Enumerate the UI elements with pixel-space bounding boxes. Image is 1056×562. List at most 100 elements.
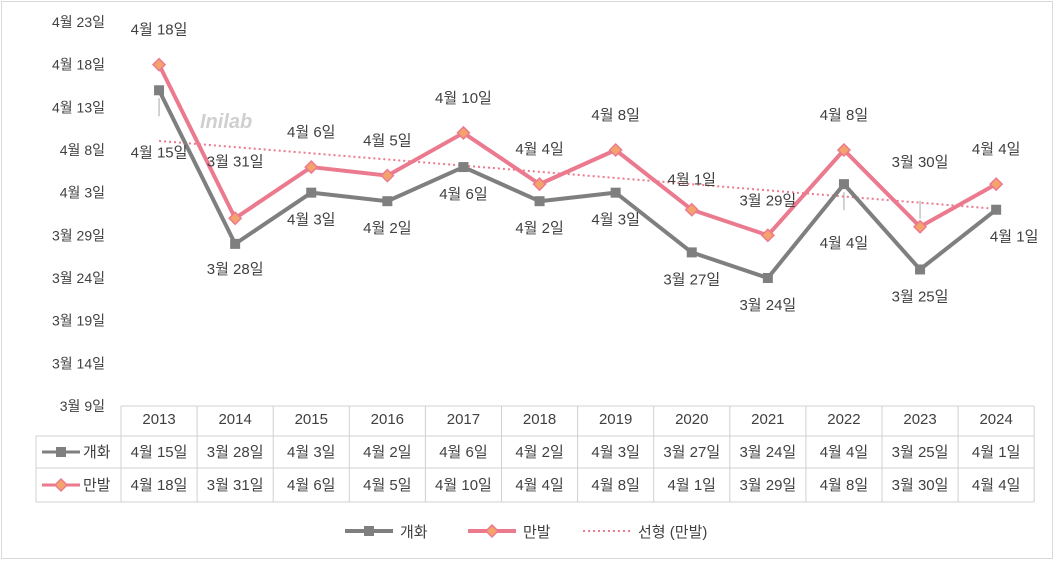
data-point-square	[458, 162, 469, 173]
data-point-diamond	[456, 125, 471, 140]
data-point-square	[915, 264, 926, 275]
data-label-만발: 4월 6일	[287, 124, 335, 141]
table-cell: 4월 2일	[363, 444, 411, 461]
data-label-개화: 3월 25일	[892, 288, 949, 305]
data-point-square	[230, 238, 241, 249]
data-label-만발: 3월 29일	[739, 192, 796, 209]
table-cell: 3월 24일	[739, 444, 796, 461]
table-cell: 3월 25일	[892, 444, 949, 461]
data-point-diamond	[304, 160, 319, 175]
x-category-label: 2013	[142, 411, 175, 428]
table-cell: 4월 2일	[515, 444, 563, 461]
x-category-label: 2019	[599, 411, 632, 428]
table-cell: 4월 15일	[131, 444, 188, 461]
x-category-label: 2017	[447, 411, 480, 428]
y-tick-label: 3월 29일	[52, 227, 105, 243]
table-cell: 4월 1일	[668, 477, 716, 494]
table-cell: 4월 6일	[287, 477, 335, 494]
data-point-diamond	[836, 142, 852, 158]
data-label-만발: 4월 5일	[363, 133, 411, 150]
table-cell: 4월 8일	[591, 477, 639, 494]
data-point-diamond	[380, 168, 395, 183]
data-label-개화: 3월 27일	[663, 271, 720, 288]
legend-key-marker	[364, 526, 374, 536]
data-point-square	[382, 196, 393, 207]
y-tick-label: 3월 9일	[60, 398, 105, 414]
data-label-만발: 4월 4일	[972, 141, 1020, 158]
table-cell: 4월 18일	[131, 477, 188, 494]
x-category-label: 2020	[675, 411, 708, 428]
x-category-label: 2016	[371, 411, 404, 428]
x-category-label: 2018	[523, 411, 556, 428]
table-cell: 3월 27일	[663, 444, 720, 461]
data-point-diamond	[532, 177, 547, 192]
data-point-square	[838, 179, 849, 190]
table-cell: 4월 10일	[435, 477, 492, 494]
table-cell: 4월 4일	[820, 444, 868, 461]
data-point-square	[154, 85, 165, 96]
data-point-diamond	[912, 219, 928, 234]
data-label-개화: 4월 6일	[439, 186, 487, 203]
table-cell: 3월 29일	[739, 477, 796, 494]
data-label-만발: 4월 1일	[668, 172, 716, 189]
x-category-label: 2015	[295, 411, 328, 428]
data-label-만발: 4월 4일	[515, 141, 563, 158]
series-line-개화	[157, 89, 998, 280]
data-point-diamond	[989, 177, 1004, 192]
table-cell: 4월 3일	[287, 444, 335, 461]
data-label-개화: 4월 3일	[591, 212, 639, 229]
table-legend-key-marker	[53, 477, 69, 493]
data-label-만발: 4월 10일	[435, 90, 492, 107]
y-tick-label: 4월 23일	[52, 14, 105, 30]
table-row-header: 만발	[83, 477, 111, 494]
y-tick-label: 3월 24일	[52, 270, 105, 286]
data-label-만발: 4월 8일	[591, 107, 639, 124]
data-point-square	[534, 196, 545, 207]
data-label-개화: 4월 4일	[820, 235, 868, 252]
data-point-diamond	[151, 57, 167, 72]
series-line-만발	[157, 63, 998, 238]
x-category-label: 2021	[751, 411, 784, 428]
table-cell: 4월 8일	[820, 477, 868, 494]
data-point-square	[306, 187, 317, 198]
legend-label: 개화	[400, 524, 428, 541]
data-label-개화: 3월 28일	[207, 261, 264, 278]
x-category-label: 2023	[903, 411, 936, 428]
legend-key-marker	[484, 523, 500, 539]
y-tick-label: 4월 13일	[52, 99, 105, 115]
table-cell: 3월 30일	[892, 477, 949, 494]
data-label-만발: 4월 18일	[131, 22, 188, 39]
data-label-개화: 4월 15일	[131, 144, 188, 161]
data-label-개화: 3월 24일	[739, 297, 796, 314]
data-label-개화: 4월 2일	[363, 220, 411, 237]
data-point-diamond	[684, 202, 699, 217]
table-cell: 4월 4일	[972, 477, 1020, 494]
table-cell: 4월 6일	[439, 444, 487, 461]
x-category-label: 2022	[827, 411, 860, 428]
y-tick-label: 4월 18일	[52, 57, 105, 73]
data-label-개화: 4월 3일	[287, 212, 335, 229]
data-point-diamond	[760, 228, 775, 243]
data-point-square	[686, 247, 697, 258]
y-tick-label: 3월 19일	[52, 313, 105, 329]
legend-label: 선형 (만발)	[638, 524, 707, 541]
data-label-개화: 4월 2일	[515, 220, 563, 237]
data-point-square	[610, 187, 621, 198]
data-point-diamond	[608, 142, 623, 158]
table-cell: 4월 4일	[515, 477, 563, 494]
x-category-label: 2014	[218, 411, 251, 428]
table-cell: 4월 3일	[591, 444, 639, 461]
watermark: Inilab	[200, 111, 252, 133]
table-cell: 4월 5일	[363, 477, 411, 494]
x-category-label: 2024	[979, 411, 1012, 428]
data-label-만발: 3월 30일	[892, 154, 949, 171]
legend-label: 만발	[523, 524, 551, 541]
y-tick-label: 4월 3일	[60, 185, 105, 201]
data-label-개화: 4월 1일	[990, 229, 1038, 246]
table-row-header: 개화	[83, 444, 111, 461]
data-point-diamond	[228, 211, 243, 226]
table-cell: 3월 28일	[207, 444, 264, 461]
data-point-square	[991, 204, 1002, 215]
